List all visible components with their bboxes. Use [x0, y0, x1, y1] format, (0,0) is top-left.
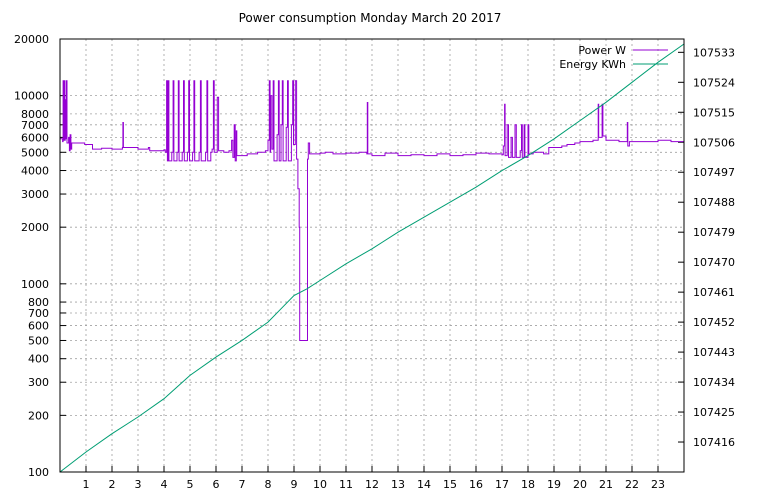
y-tick-label: 1000	[21, 278, 49, 291]
y2-tick-label: 107461	[693, 286, 735, 299]
x-tick-label: 18	[521, 478, 535, 491]
x-tick-label: 20	[573, 478, 587, 491]
x-tick-label: 7	[239, 478, 246, 491]
y2-tick-label: 107425	[693, 406, 735, 419]
x-tick-label: 19	[547, 478, 561, 491]
y-tick-label: 500	[28, 334, 49, 347]
y-tick-label: 400	[28, 353, 49, 366]
x-tick-label: 8	[265, 478, 272, 491]
x-tick-label: 12	[365, 478, 379, 491]
y-tick-label: 10000	[14, 90, 49, 103]
y2-tick-label: 107434	[693, 376, 735, 389]
x-tick-label: 9	[291, 478, 298, 491]
y-tick-label: 7000	[21, 119, 49, 132]
y2-tick-label: 107452	[693, 316, 735, 329]
y-tick-label: 700	[28, 307, 49, 320]
y2-tick-label: 107524	[693, 76, 735, 89]
y-tick-label: 4000	[21, 165, 49, 178]
y-tick-label: 100	[28, 466, 49, 479]
y2-tick-label: 107506	[693, 136, 735, 149]
x-tick-label: 15	[443, 478, 457, 491]
y2-tick-label: 107416	[693, 436, 735, 449]
x-tick-label: 5	[187, 478, 194, 491]
plot-frame	[59, 38, 685, 473]
y-tick-label: 200	[28, 409, 49, 422]
y-tick-label: 3000	[21, 188, 49, 201]
legend-label-energy: Energy KWh	[559, 58, 626, 71]
x-tick-label: 23	[651, 478, 665, 491]
y-tick-label: 6000	[21, 131, 49, 144]
x-tick-label: 11	[339, 478, 353, 491]
x-tick-label: 17	[495, 478, 509, 491]
x-tick-label: 1	[83, 478, 90, 491]
grid	[60, 39, 684, 472]
x-tick-label: 2	[109, 478, 116, 491]
legend-label-power: Power W	[578, 44, 626, 57]
series-energy-line	[59, 43, 685, 473]
y2-tick-label: 107515	[693, 106, 735, 119]
y-tick-label: 20000	[14, 33, 49, 46]
y-tick-label: 5000	[21, 146, 49, 159]
x-tick-label: 13	[391, 478, 405, 491]
y2-tick-label: 107497	[693, 166, 735, 179]
x-tick-label: 6	[213, 478, 220, 491]
chart-title: Power consumption Monday March 20 2017	[239, 11, 502, 25]
y2-tick-label: 107533	[693, 46, 735, 59]
x-tick-label: 16	[469, 478, 483, 491]
x-tick-label: 21	[599, 478, 613, 491]
x-axis-ticks: 1 2 3 4 5 6 7 8 9 10 11 12 13 14 15 16 17 18 19 20 21 22 23	[83, 466, 665, 491]
x-tick-label: 3	[135, 478, 142, 491]
y-tick-label: 300	[28, 376, 49, 389]
y-tick-label: 2000	[21, 221, 49, 234]
y-tick-label: 600	[28, 320, 49, 333]
y2-tick-label: 107443	[693, 346, 735, 359]
x-tick-label: 22	[625, 478, 639, 491]
y-tick-label: 800	[28, 296, 49, 309]
y2-tick-label: 107488	[693, 196, 735, 209]
x-tick-label: 14	[417, 478, 431, 491]
y-tick-label: 8000	[21, 108, 49, 121]
legend: Power W Energy KWh	[559, 44, 668, 71]
x-tick-label: 10	[313, 478, 327, 491]
y2-tick-label: 107470	[693, 256, 735, 269]
y2-axis-ticks: 107416 107425 107434 107443 107452 107461 1074…	[678, 46, 735, 449]
y2-tick-label: 107479	[693, 226, 735, 239]
x-tick-label: 4	[161, 478, 168, 491]
series	[59, 43, 685, 473]
